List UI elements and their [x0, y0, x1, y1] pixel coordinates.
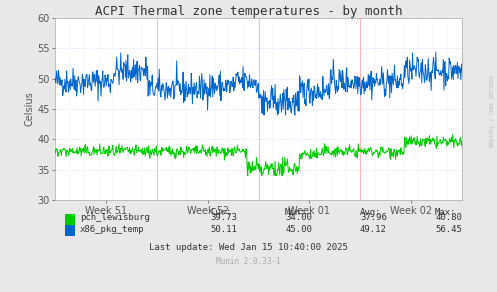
Text: Avg:: Avg:: [360, 208, 382, 217]
Y-axis label: Celsius: Celsius: [24, 92, 34, 126]
Text: 45.00: 45.00: [285, 225, 312, 234]
Text: 37.96: 37.96: [360, 213, 387, 223]
Text: Max:: Max:: [435, 208, 457, 217]
Text: x86_pkg_temp: x86_pkg_temp: [80, 225, 145, 234]
Text: 40.80: 40.80: [435, 213, 462, 223]
Text: Last update: Wed Jan 15 10:40:00 2025: Last update: Wed Jan 15 10:40:00 2025: [149, 243, 348, 252]
Text: RRDTOOL / TOBI OETIKER: RRDTOOL / TOBI OETIKER: [489, 75, 494, 147]
Text: 49.12: 49.12: [360, 225, 387, 234]
Text: ACPI Thermal zone temperatures - by month: ACPI Thermal zone temperatures - by mont…: [95, 5, 402, 18]
Text: Munin 2.0.33-1: Munin 2.0.33-1: [216, 257, 281, 266]
Text: Cur:: Cur:: [210, 208, 232, 217]
Text: 50.11: 50.11: [210, 225, 237, 234]
Text: 34.00: 34.00: [285, 213, 312, 223]
Text: Min:: Min:: [285, 208, 307, 217]
Text: 56.45: 56.45: [435, 225, 462, 234]
Text: 39.73: 39.73: [210, 213, 237, 223]
Text: pch_lewisburg: pch_lewisburg: [80, 213, 150, 223]
